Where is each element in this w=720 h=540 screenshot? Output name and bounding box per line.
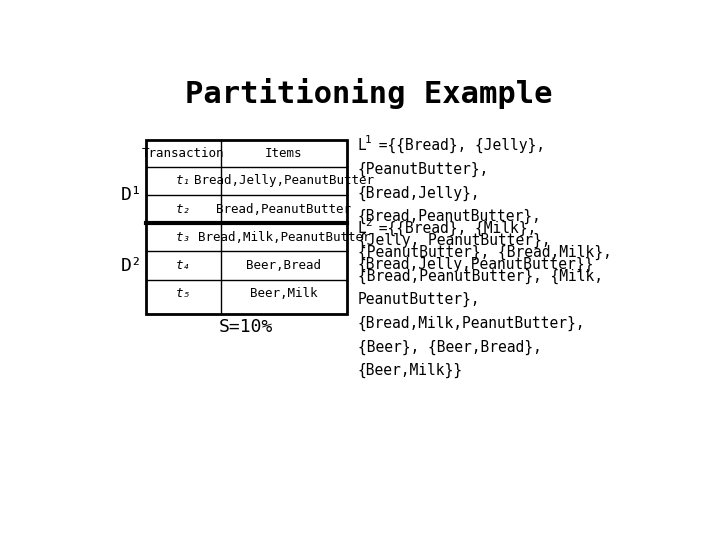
Text: t₅: t₅ <box>176 287 191 300</box>
Text: t₄: t₄ <box>176 259 191 272</box>
Text: {Bread,PeanutButter},: {Bread,PeanutButter}, <box>358 209 541 225</box>
Text: Items: Items <box>265 147 302 160</box>
Text: L: L <box>358 221 366 236</box>
Text: {Jelly, PeanutButter},: {Jelly, PeanutButter}, <box>358 233 550 248</box>
Text: PeanutButter},: PeanutButter}, <box>358 292 480 307</box>
Bar <box>145 140 347 314</box>
Text: Beer,Bread: Beer,Bread <box>246 259 321 272</box>
Text: {Beer,Milk}}: {Beer,Milk}} <box>358 363 463 379</box>
Text: t₁: t₁ <box>176 174 191 187</box>
Text: {Bread,PeanutButter}, {Milk,: {Bread,PeanutButter}, {Milk, <box>358 268 603 284</box>
Text: ={{Bread}, {Milk},: ={{Bread}, {Milk}, <box>370 221 536 236</box>
Text: t₂: t₂ <box>176 202 191 215</box>
Text: S=10%: S=10% <box>219 318 274 335</box>
Text: Transaction: Transaction <box>143 147 225 160</box>
Text: L: L <box>358 138 366 153</box>
Text: Partitioning Example: Partitioning Example <box>185 78 553 110</box>
Text: ={{Bread}, {Jelly},: ={{Bread}, {Jelly}, <box>370 138 545 153</box>
Text: 1: 1 <box>365 135 372 145</box>
Text: D¹: D¹ <box>121 186 143 204</box>
Text: t₃: t₃ <box>176 231 191 244</box>
Text: Bread,PeanutButter: Bread,PeanutButter <box>217 202 351 215</box>
Text: Beer,Milk: Beer,Milk <box>250 287 318 300</box>
Text: {Beer}, {Beer,Bread},: {Beer}, {Beer,Bread}, <box>358 340 541 355</box>
Text: {PeanutButter}, {Bread,Milk},: {PeanutButter}, {Bread,Milk}, <box>358 245 611 260</box>
Text: Bread,Jelly,PeanutButter: Bread,Jelly,PeanutButter <box>194 174 374 187</box>
Text: D²: D² <box>121 256 143 275</box>
Text: Bread,Milk,PeanutButter: Bread,Milk,PeanutButter <box>198 231 370 244</box>
Text: {Bread,Jelly,PeanutButter}}: {Bread,Jelly,PeanutButter}} <box>358 256 594 272</box>
Text: 2: 2 <box>365 218 372 228</box>
Text: {PeanutButter},: {PeanutButter}, <box>358 162 489 177</box>
Text: {Bread,Milk,PeanutButter},: {Bread,Milk,PeanutButter}, <box>358 316 585 331</box>
Text: {Bread,Jelly},: {Bread,Jelly}, <box>358 186 480 201</box>
